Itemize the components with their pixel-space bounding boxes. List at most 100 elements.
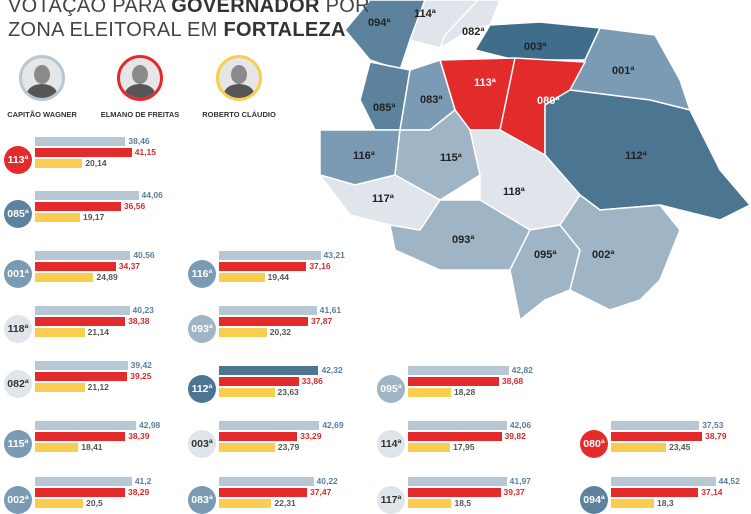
bar-wagner-001	[35, 251, 131, 260]
map-label-112: 112ª	[625, 150, 648, 162]
map-label-080: 080ª	[537, 95, 560, 107]
value-label-elmano-001: 34,37	[118, 261, 141, 271]
value-label-elmano-080: 38,79	[705, 431, 727, 441]
map-label-116: 116ª	[353, 150, 376, 162]
bar-elmano-114	[408, 432, 502, 441]
candidate-name-roberto: ROBERTO CLÁUDIO	[202, 110, 276, 119]
bar-wagner-094	[611, 477, 716, 486]
value-label-elmano-094: 37,14	[701, 487, 723, 497]
bar-elmano-094	[611, 488, 699, 497]
value-label-wagner-082: 39,42	[130, 360, 152, 370]
value-label-wagner-003: 42,69	[322, 420, 344, 430]
bar-elmano-118	[35, 317, 126, 326]
value-label-elmano-116: 37,16	[309, 261, 331, 271]
zone-badge-001: 001ª	[4, 260, 32, 288]
bar-wagner-115	[35, 421, 136, 430]
zone-badge-117: 117ª	[377, 486, 405, 514]
value-label-elmano-093: 37,87	[310, 316, 333, 326]
value-label-roberto-113: 20,14	[85, 158, 107, 168]
value-label-elmano-118: 38,38	[128, 316, 150, 326]
bar-wagner-082	[35, 361, 128, 370]
value-label-roberto-083: 22,31	[274, 498, 296, 508]
value-label-roberto-002: 20,5	[86, 498, 103, 508]
value-label-elmano-117: 39,37	[503, 487, 525, 497]
title-prefix-1: VOTAÇÃO PARA	[8, 0, 172, 17]
value-label-wagner-093: 41,61	[319, 305, 342, 315]
bar-roberto-113	[35, 159, 83, 168]
candidate-wagner: CAPITÃO WAGNER	[0, 55, 87, 119]
value-label-wagner-116: 43,21	[323, 250, 345, 260]
bar-elmano-003	[219, 432, 298, 441]
value-label-roberto-112: 23,63	[277, 387, 299, 397]
value-label-roberto-094: 18,3	[657, 498, 674, 508]
zone-badge-080: 080ª	[580, 430, 608, 458]
value-label-roberto-114: 17,95	[453, 442, 475, 452]
value-label-wagner-112: 42,32	[321, 365, 343, 375]
bar-wagner-114	[408, 421, 507, 430]
bar-roberto-093	[219, 328, 267, 337]
value-label-roberto-095: 18,28	[453, 387, 476, 397]
bar-elmano-115	[35, 432, 126, 441]
candidate-name-elmano: ELMANO DE FREITAS	[100, 110, 180, 119]
value-label-wagner-114: 42,06	[509, 420, 532, 430]
bar-elmano-093	[219, 317, 308, 326]
map-label-113: 113ª	[474, 77, 497, 89]
zone-badge-116: 116ª	[188, 260, 216, 288]
candidate-name-wagner: CAPITÃO WAGNER	[7, 110, 77, 119]
value-label-roberto-003: 23,79	[277, 442, 300, 452]
zone-badge-113: 113ª	[4, 146, 32, 174]
value-label-roberto-085: 19,17	[83, 212, 105, 222]
avatar-elmano	[117, 55, 163, 101]
bar-roberto-116	[219, 273, 265, 282]
fortaleza-zone-map: 094ª 114ª 082ª 003ª 001ª 113ª 080ª 085ª 083ª 112ª…	[318, 0, 751, 322]
candidate-roberto: ROBERTO CLÁUDIO	[194, 55, 284, 119]
map-label-001: 001ª	[612, 65, 635, 77]
map-label-117: 117ª	[372, 193, 395, 205]
candidate-elmano: ELMANO DE FREITAS	[95, 55, 185, 119]
bar-wagner-116	[219, 251, 321, 260]
map-region-002	[559, 193, 681, 311]
map-label-115: 115ª	[440, 152, 463, 164]
bar-wagner-083	[219, 477, 314, 486]
bar-elmano-002	[35, 488, 125, 497]
value-label-wagner-080: 37,53	[702, 420, 724, 430]
bar-roberto-003	[219, 443, 275, 452]
title-suffix-1: POR	[319, 0, 370, 17]
avatar-roberto	[216, 55, 262, 101]
value-label-elmano-114: 39,82	[504, 431, 526, 441]
map-label-085: 085ª	[373, 102, 396, 114]
bar-roberto-112	[219, 388, 275, 397]
zone-badge-002: 002ª	[4, 486, 32, 514]
value-label-elmano-002: 38,29	[127, 487, 150, 497]
bar-roberto-114	[408, 443, 451, 452]
bar-roberto-094	[611, 499, 654, 508]
bar-roberto-080	[611, 443, 667, 452]
bar-roberto-085	[35, 213, 81, 222]
value-label-wagner-113: 38,46	[128, 136, 150, 146]
page-title: VOTAÇÃO PARA GOVERNADOR POR ZONA ELEITOR…	[8, 0, 370, 42]
bar-elmano-117	[408, 488, 501, 497]
value-label-wagner-115: 42,98	[139, 420, 161, 430]
bar-wagner-112	[219, 366, 319, 375]
bar-wagner-093	[219, 306, 317, 315]
zone-badge-112: 112ª	[188, 375, 216, 403]
map-label-094: 094ª	[368, 17, 391, 29]
bar-wagner-003	[219, 421, 320, 430]
title-bold-1: GOVERNADOR	[171, 0, 320, 17]
value-label-roberto-093: 20,32	[269, 327, 292, 337]
value-label-wagner-095: 42,82	[511, 365, 533, 375]
zone-badge-085: 085ª	[4, 200, 32, 228]
value-label-elmano-082: 39,25	[130, 371, 152, 381]
zone-badge-118: 118ª	[4, 315, 32, 343]
zone-badge-095: 095ª	[377, 375, 405, 403]
value-label-roberto-117: 18,5	[454, 498, 472, 508]
map-region-082	[438, 0, 501, 50]
map-label-114: 114ª	[414, 8, 437, 20]
zone-badge-082: 082ª	[4, 370, 32, 398]
map-label-095: 095ª	[534, 249, 557, 261]
bar-elmano-085	[35, 202, 121, 211]
value-label-roberto-001: 24,89	[96, 272, 118, 282]
value-label-wagner-117: 41,97	[509, 476, 531, 486]
bar-roberto-082	[35, 383, 85, 392]
map-label-082: 082ª	[462, 26, 485, 38]
